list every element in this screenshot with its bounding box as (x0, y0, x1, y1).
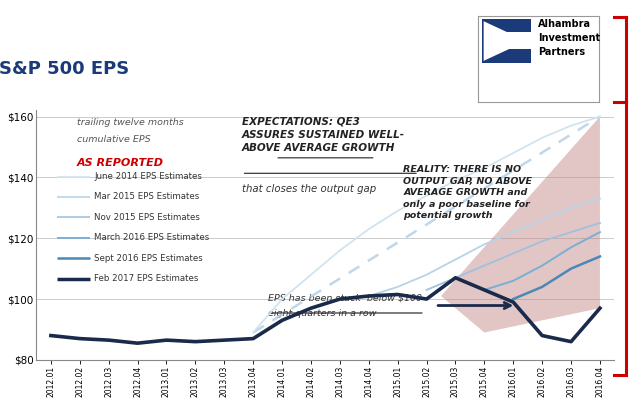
Text: AS REPORTED: AS REPORTED (77, 158, 164, 168)
Polygon shape (483, 18, 531, 63)
Text: that closes the output gap: that closes the output gap (242, 184, 376, 194)
Text: REALITY: THERE IS NO
OUTPUT GAP, NO ABOVE
AVERAGE GROWTH and
only a poor baselin: REALITY: THERE IS NO OUTPUT GAP, NO ABOV… (403, 165, 533, 220)
Text: EXPECTATIONS: QE3
ASSURES SUSTAINED WELL-
ABOVE AVERAGE GROWTH: EXPECTATIONS: QE3 ASSURES SUSTAINED WELL… (242, 117, 404, 153)
Text: EPS has been stuck  below $100: EPS has been stuck below $100 (268, 294, 422, 303)
Polygon shape (441, 117, 600, 332)
Text: Nov 2015 EPS Estimates: Nov 2015 EPS Estimates (94, 213, 200, 222)
Text: cumulative EPS: cumulative EPS (77, 136, 151, 144)
Text: Mar 2015 EPS Estimates: Mar 2015 EPS Estimates (94, 192, 199, 201)
Text: March 2016 EPS Estimates: March 2016 EPS Estimates (94, 233, 210, 243)
Text: Sept 2016 EPS Estimates: Sept 2016 EPS Estimates (94, 254, 203, 263)
Polygon shape (478, 16, 538, 102)
Text: eight quarters in a row: eight quarters in a row (268, 309, 376, 318)
Text: June 2014 EPS Estimates: June 2014 EPS Estimates (94, 172, 202, 181)
Text: Feb 2017 EPS Estimates: Feb 2017 EPS Estimates (94, 274, 199, 284)
Polygon shape (484, 21, 526, 61)
Text: S&P 500 EPS: S&P 500 EPS (0, 60, 129, 78)
Text: Alhambra
Investment
Partners: Alhambra Investment Partners (538, 18, 601, 57)
Text: trailing twelve months: trailing twelve months (77, 118, 184, 127)
